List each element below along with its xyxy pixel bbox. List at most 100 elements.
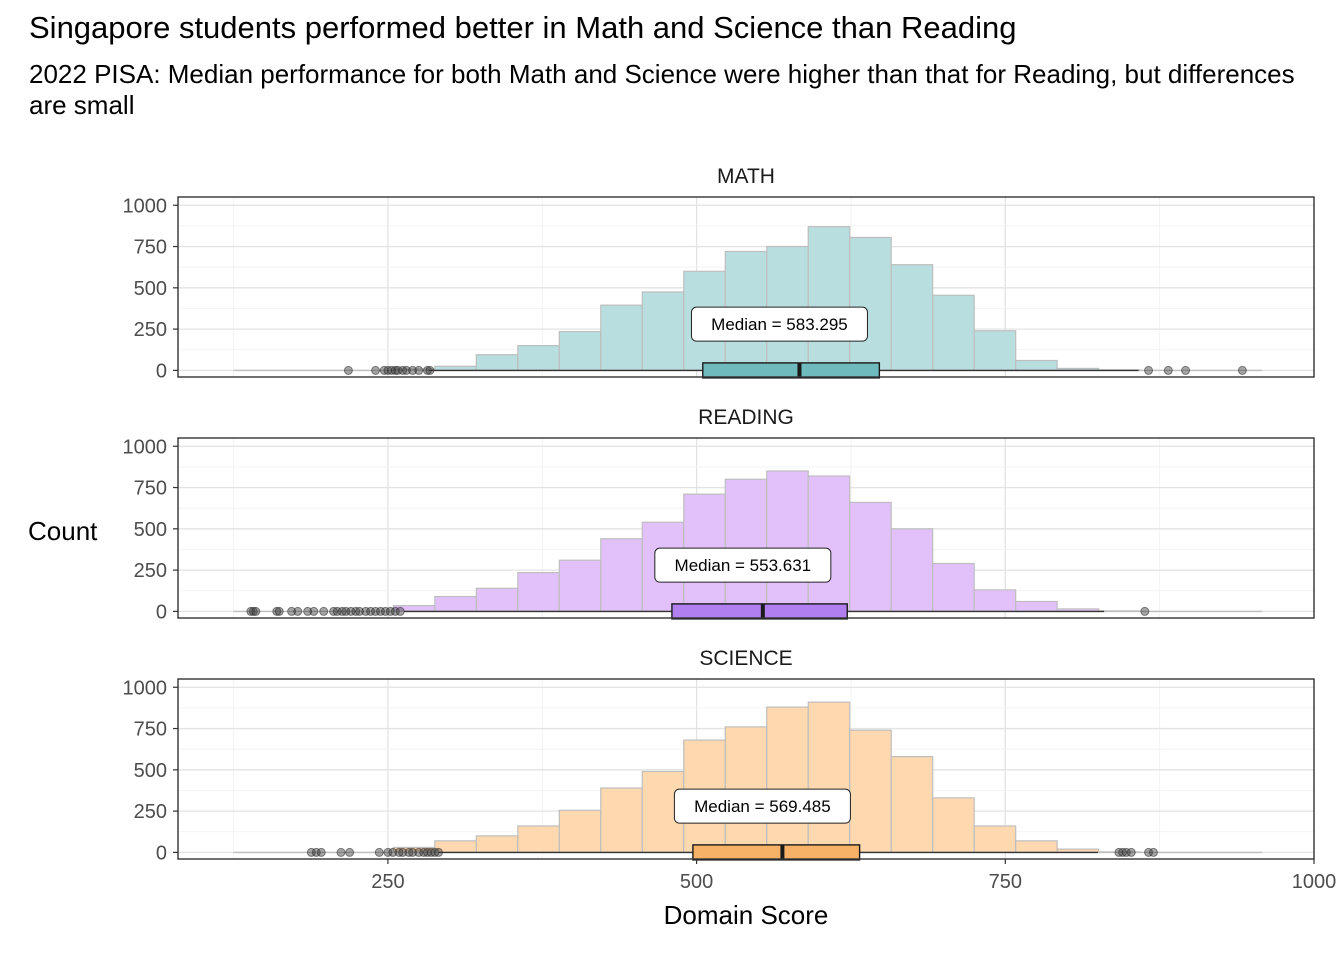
chart-title: Singapore students performed better in M… [29,10,1017,45]
histogram-bar [807,701,851,853]
panel-reading: READING Median = 553.631 0 250 500 750 1000 [123,406,1315,623]
y-tick-label: 750 [134,719,167,741]
outlier-point [390,606,400,616]
box [692,844,861,861]
x-tick-label: 250 [371,871,404,893]
outlier-point [401,365,411,375]
histogram-bar [849,501,892,612]
y-tick-label: 750 [134,478,167,500]
outlier-point [395,606,405,616]
panel-border [177,196,1315,378]
histogram-bar [1015,600,1058,612]
histogram-bar [807,226,851,371]
outlier-point [1181,365,1191,375]
outlier-point [374,847,384,857]
outlier-point [248,606,258,616]
outlier-point [385,606,395,616]
outlier-point [371,606,381,616]
outlier-point [251,606,261,616]
histogram-bar [558,809,602,853]
box [671,603,848,620]
median-label-box [673,788,851,824]
outlier-point [366,606,376,616]
outlier-point [272,606,282,616]
outlier-point [361,606,371,616]
histogram-bar [849,729,892,853]
outlier-point [1144,847,1154,857]
histogram-bar [973,825,1017,853]
y-tick-label: 0 [156,360,167,382]
outlier-point [343,365,353,375]
outlier-point [293,606,303,616]
outlier-point [380,606,390,616]
facet-label: SCIENCE [699,647,792,670]
y-tick-label: 1000 [123,677,168,699]
outlier-point [1140,606,1150,616]
panel-math: MATH Median = 583.295 0 250 500 750 1000 [123,165,1315,382]
outlier-point [311,847,321,857]
x-tick-label: 1000 [1292,871,1337,893]
histogram-bar [766,470,809,612]
histogram-bar [890,528,934,612]
outlier-point [1237,365,1247,375]
y-tick-label: 1000 [123,195,168,217]
outlier-point [408,847,418,857]
histogram-bar [890,756,934,853]
outlier-point [371,365,381,375]
median-label-box [690,306,868,342]
outlier-point [434,847,444,857]
histogram-bar [1015,359,1058,371]
outlier-point [309,606,319,616]
y-tick-label: 750 [134,237,167,259]
x-tick-label: 500 [680,871,713,893]
histogram-bar [807,475,851,612]
outlier-point [336,847,346,857]
outlier-point [383,847,393,857]
y-tick-label: 500 [134,278,167,300]
facet-label: READING [698,406,794,429]
histogram-bar [890,264,934,371]
median-label: Median = 583.295 [711,315,848,334]
y-tick-label: 1000 [123,436,168,458]
outlier-point [355,606,365,616]
outlier-point [332,606,342,616]
outlier-point [414,365,424,375]
panel-science: SCIENCE Median = 569.485 0 250 500 750 1000 [123,647,1315,864]
panel-border [177,437,1315,619]
outlier-point [1148,847,1158,857]
panel-border [177,678,1315,860]
x-axis-title: Domain Score [664,900,829,930]
y-tick-label: 250 [134,319,167,341]
histogram-bar [558,559,602,612]
outlier-point [1121,847,1131,857]
outlier-point [398,847,408,857]
outlier-point [376,606,386,616]
histogram-bar [849,236,892,371]
outlier-point [408,365,418,375]
y-tick-label: 500 [134,519,167,541]
x-tick-label: 750 [989,871,1022,893]
histogram-bar [517,825,560,853]
outlier-point [346,606,356,616]
box [702,362,881,379]
outlier-point [1126,847,1136,857]
outlier-point [246,606,256,616]
outlier-point [303,606,313,616]
median-label: Median = 569.485 [694,797,831,816]
outlier-point [390,365,400,375]
outlier-point [422,365,432,375]
y-tick-label: 0 [156,601,167,623]
outlier-point [306,847,316,857]
y-tick-label: 500 [134,760,167,782]
histogram-bar [517,345,560,371]
outlier-point [414,847,424,857]
median-label: Median = 553.631 [675,556,812,575]
histogram-bar [932,562,975,612]
outlier-point [319,606,329,616]
histogram-bar [641,291,685,371]
y-tick-label: 0 [156,842,167,864]
median-label-box [654,547,832,583]
histogram-bar [600,538,643,612]
histogram-bar [600,787,643,853]
